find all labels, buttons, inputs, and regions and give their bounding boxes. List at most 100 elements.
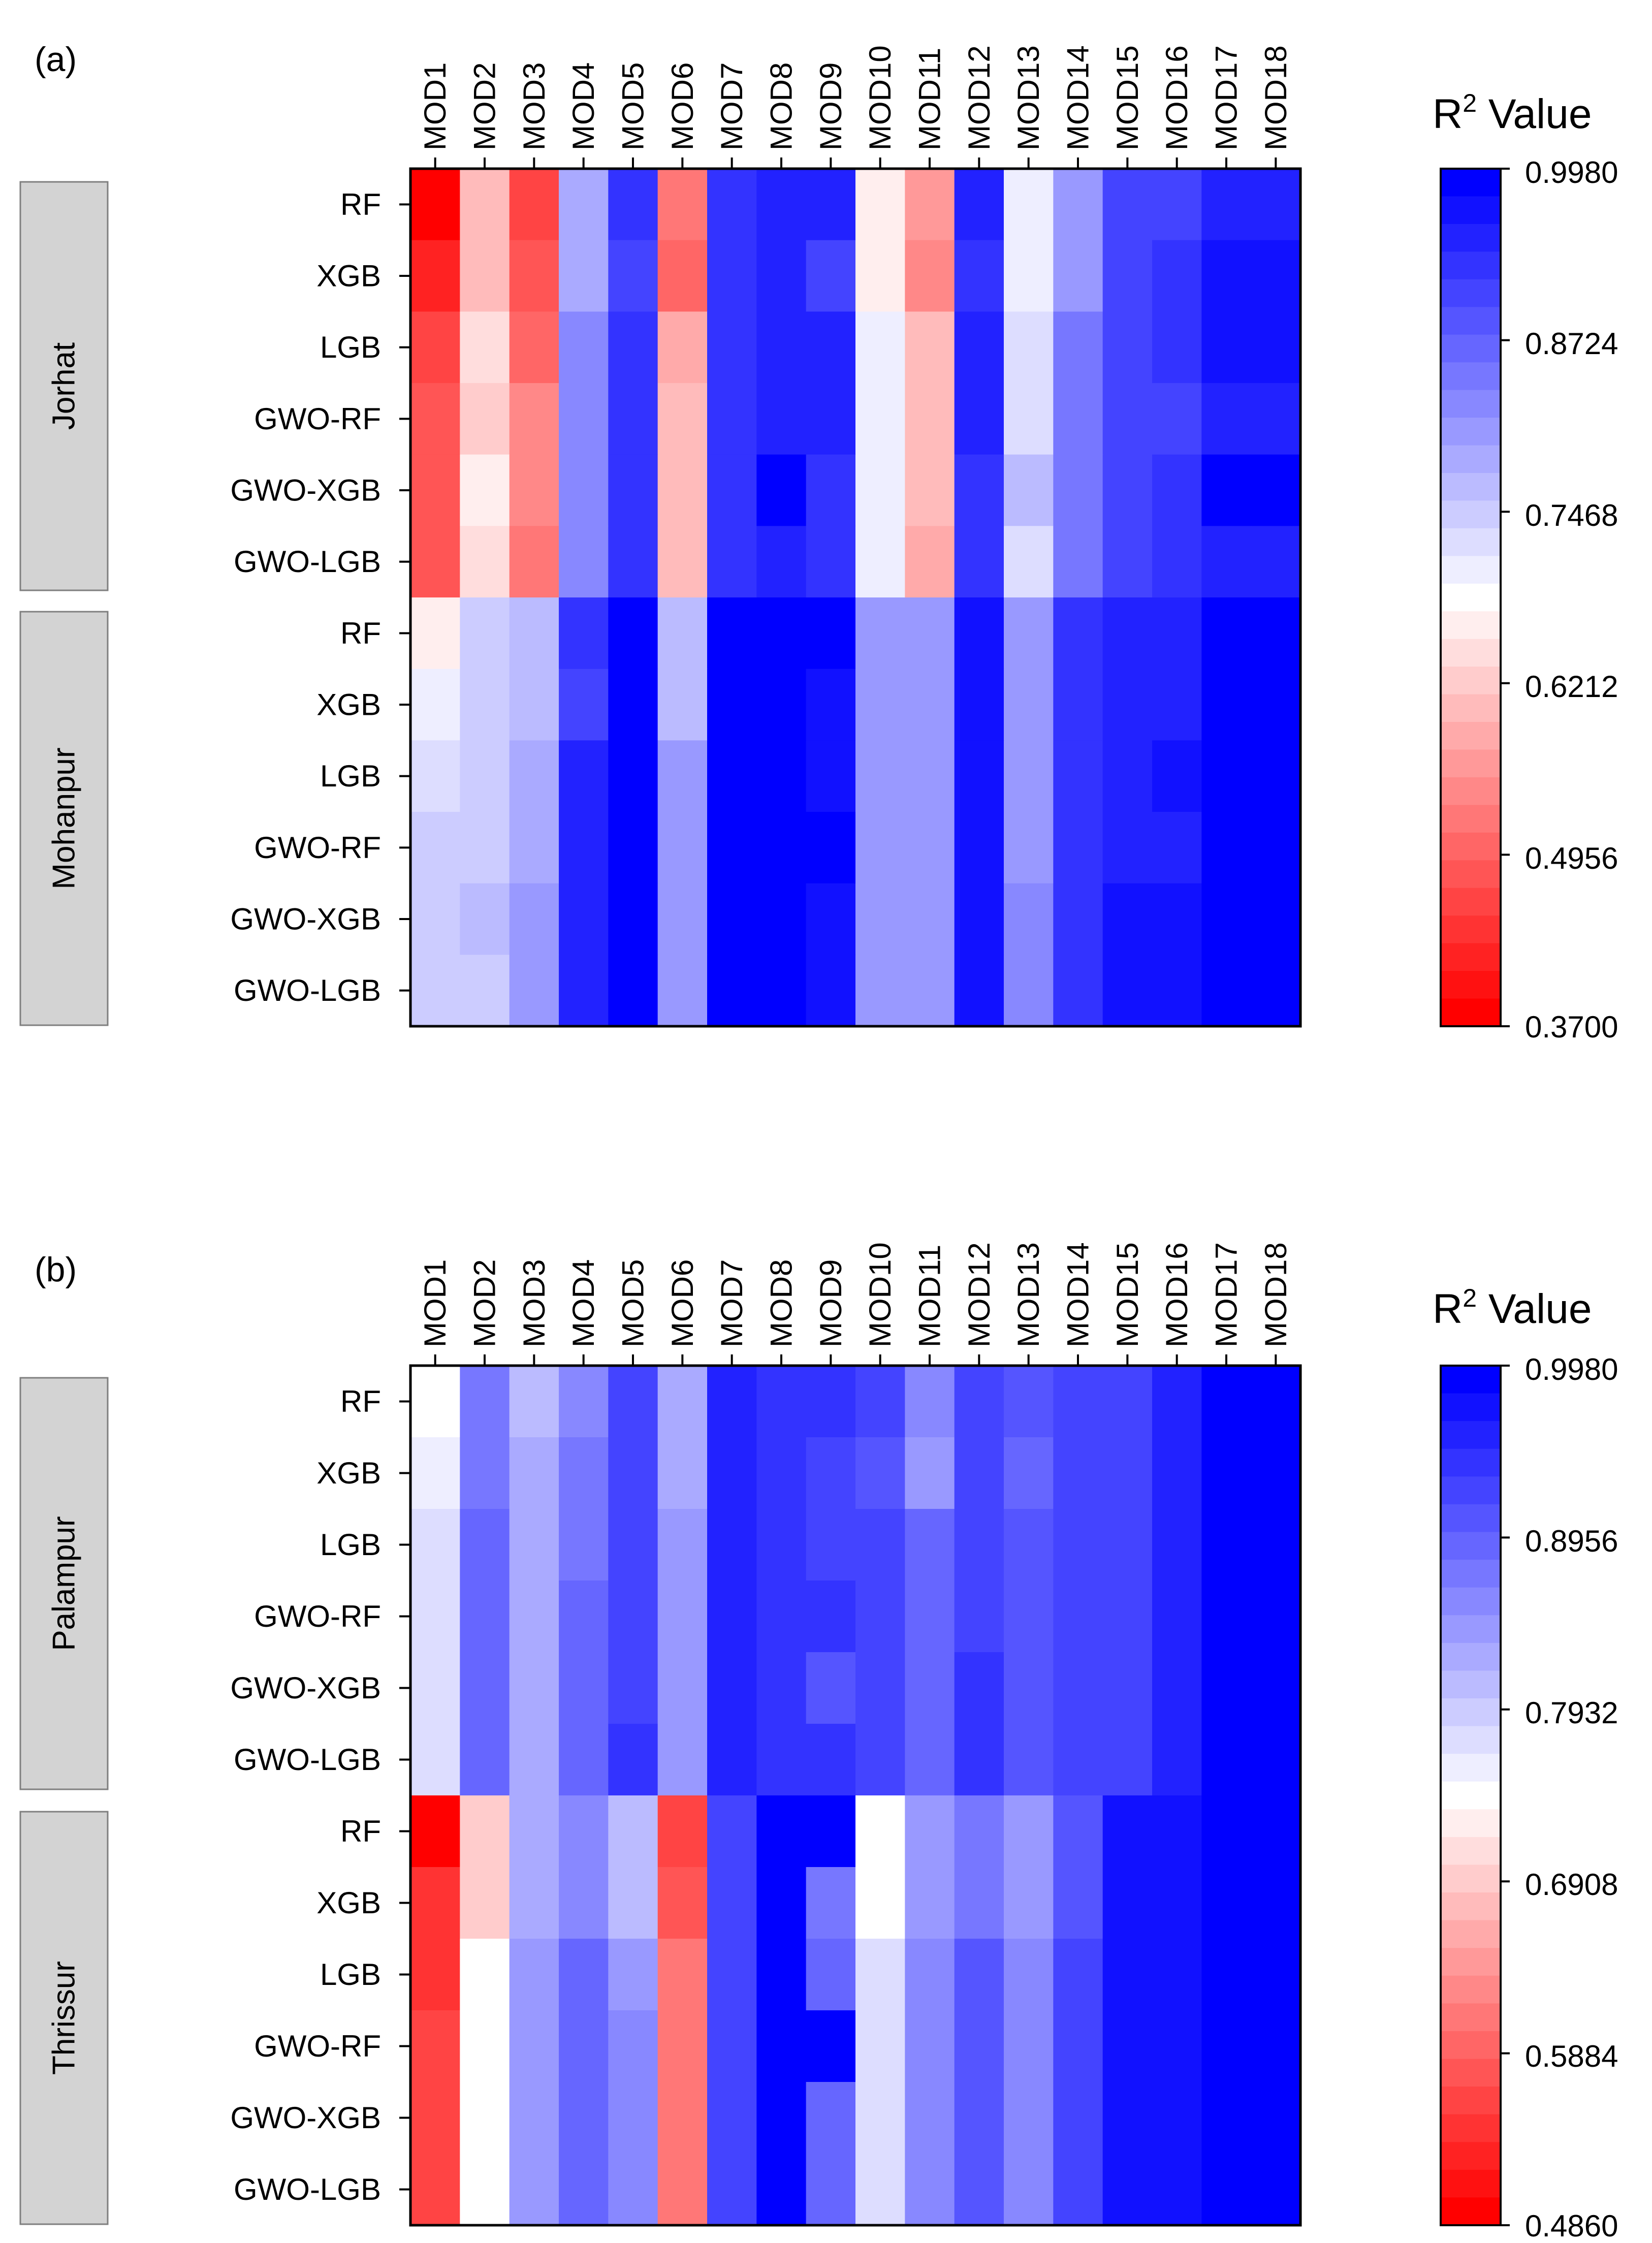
heatmap-cell: [1004, 169, 1054, 241]
heatmap-cell: [559, 169, 609, 241]
heatmap-cell: [1251, 1867, 1301, 1939]
heatmap-cell: [1053, 1366, 1103, 1438]
heatmap-cell: [954, 169, 1004, 241]
heatmap-cell: [1004, 1795, 1054, 1868]
heatmap-cell: [509, 955, 559, 1027]
x-tick-label: MOD9: [814, 1259, 848, 1347]
heatmap-cell: [855, 1939, 905, 2011]
colorbar-tick-label: 0.4860: [1525, 2209, 1618, 2243]
heatmap-cell: [756, 1652, 807, 1724]
colorbar-segment: [1441, 943, 1501, 971]
heatmap-cell: [509, 812, 559, 884]
heatmap-cell: [806, 311, 856, 384]
heatmap-cell: [855, 454, 905, 526]
heatmap-cell: [559, 1581, 609, 1653]
heatmap-cell: [559, 383, 609, 455]
heatmap-cell: [954, 955, 1004, 1027]
y-tick-label: GWO-RF: [254, 2029, 381, 2063]
panel-label: (b): [35, 1250, 77, 1289]
heatmap-cell: [756, 2082, 807, 2154]
heatmap-cell: [707, 1437, 757, 1509]
heatmap-cell: [559, 311, 609, 384]
colorbar-segment: [1441, 500, 1501, 529]
heatmap-cell: [1004, 597, 1054, 670]
x-tick-label: MOD18: [1259, 45, 1293, 150]
heatmap-cell: [460, 883, 510, 955]
colorbar-segment: [1441, 2031, 1501, 2060]
heatmap-cell: [460, 311, 510, 384]
heatmap-cell: [1152, 597, 1202, 670]
heatmap-cell: [806, 812, 856, 884]
colorbar-segment: [1441, 1809, 1501, 1838]
colorbar-tick-label: 0.4956: [1525, 841, 1618, 875]
heatmap-cell: [410, 812, 460, 884]
heatmap-cell: [1053, 1509, 1103, 1581]
heatmap-cell: [954, 1939, 1004, 2011]
colorbar-segment: [1441, 998, 1501, 1027]
heatmap-cell: [559, 955, 609, 1027]
heatmap-cell: [707, 1795, 757, 1868]
heatmap-cell: [559, 1939, 609, 2011]
heatmap-cell: [1251, 2082, 1301, 2154]
colorbar-segment: [1441, 334, 1501, 363]
heatmap-cell: [559, 669, 609, 741]
heatmap-cell: [707, 1366, 757, 1438]
colorbar-segment: [1441, 2114, 1501, 2142]
heatmap-cell: [410, 2082, 460, 2154]
heatmap-cell: [905, 1795, 955, 1868]
colorbar-segment: [1441, 1421, 1501, 1449]
colorbar-tick-label: 0.6908: [1525, 1868, 1618, 1902]
colorbar-segment: [1441, 1892, 1501, 1921]
heatmap-cell: [905, 454, 955, 526]
heatmap-cell: [608, 454, 658, 526]
colorbar-segment: [1441, 1726, 1501, 1754]
heatmap-cell: [1201, 169, 1252, 241]
heatmap-cell: [559, 1509, 609, 1581]
heatmap-cell: [509, 1652, 559, 1724]
heatmap-cell: [1152, 169, 1202, 241]
heatmap-cell: [1102, 526, 1153, 598]
heatmap-cell: [460, 1366, 510, 1438]
heatmap-cell: [410, 1509, 460, 1581]
colorbar-segment: [1441, 1754, 1501, 1782]
heatmap-frame: [409, 167, 1302, 1028]
heatmap-cell: [608, 383, 658, 455]
heatmap-cell: [460, 955, 510, 1027]
heatmap-cell: [806, 454, 856, 526]
heatmap-cell: [1053, 669, 1103, 741]
heatmap-cell: [756, 955, 807, 1027]
heatmap-cell: [608, 1652, 658, 1724]
heatmap-cell: [756, 1366, 807, 1438]
x-tick-label: MOD12: [962, 45, 996, 150]
heatmap-cell: [410, 1867, 460, 1939]
heatmap-cell: [756, 1581, 807, 1653]
heatmap-cell: [410, 240, 460, 312]
heatmap-cell: [1201, 1867, 1252, 1939]
colorbar-segment: [1441, 2087, 1501, 2115]
heatmap-cell: [905, 2010, 955, 2082]
heatmap-cell: [1251, 597, 1301, 670]
heatmap-cell: [954, 1509, 1004, 1581]
heatmap-cell: [1201, 2010, 1252, 2082]
heatmap-cell: [1201, 383, 1252, 455]
heatmap-cell: [806, 669, 856, 741]
heatmap-cell: [410, 526, 460, 598]
heatmap-cell: [855, 2010, 905, 2082]
heatmap-cell: [806, 1366, 856, 1438]
group-tab: [19, 611, 109, 1026]
heatmap-cell: [509, 1581, 559, 1653]
x-tick-label: MOD17: [1210, 45, 1244, 150]
heatmap-cell: [707, 955, 757, 1027]
heatmap-cell: [1053, 1939, 1103, 2011]
x-tick-labels: MOD1 MOD2 MOD3 MOD4 MOD5 MOD6 MOD7 MOD8 MOD9 MOD1…: [418, 45, 1293, 169]
heatmap-cell: [608, 955, 658, 1027]
heatmap-cell: [410, 2010, 460, 2082]
heatmap-cell: [756, 812, 807, 884]
heatmap-cell: [806, 1509, 856, 1581]
heatmap-cell: [855, 1509, 905, 1581]
heatmap-cell: [509, 669, 559, 741]
heatmap-cell: [1053, 383, 1103, 455]
heatmap-cell: [707, 526, 757, 598]
heatmap-cell: [954, 2010, 1004, 2082]
